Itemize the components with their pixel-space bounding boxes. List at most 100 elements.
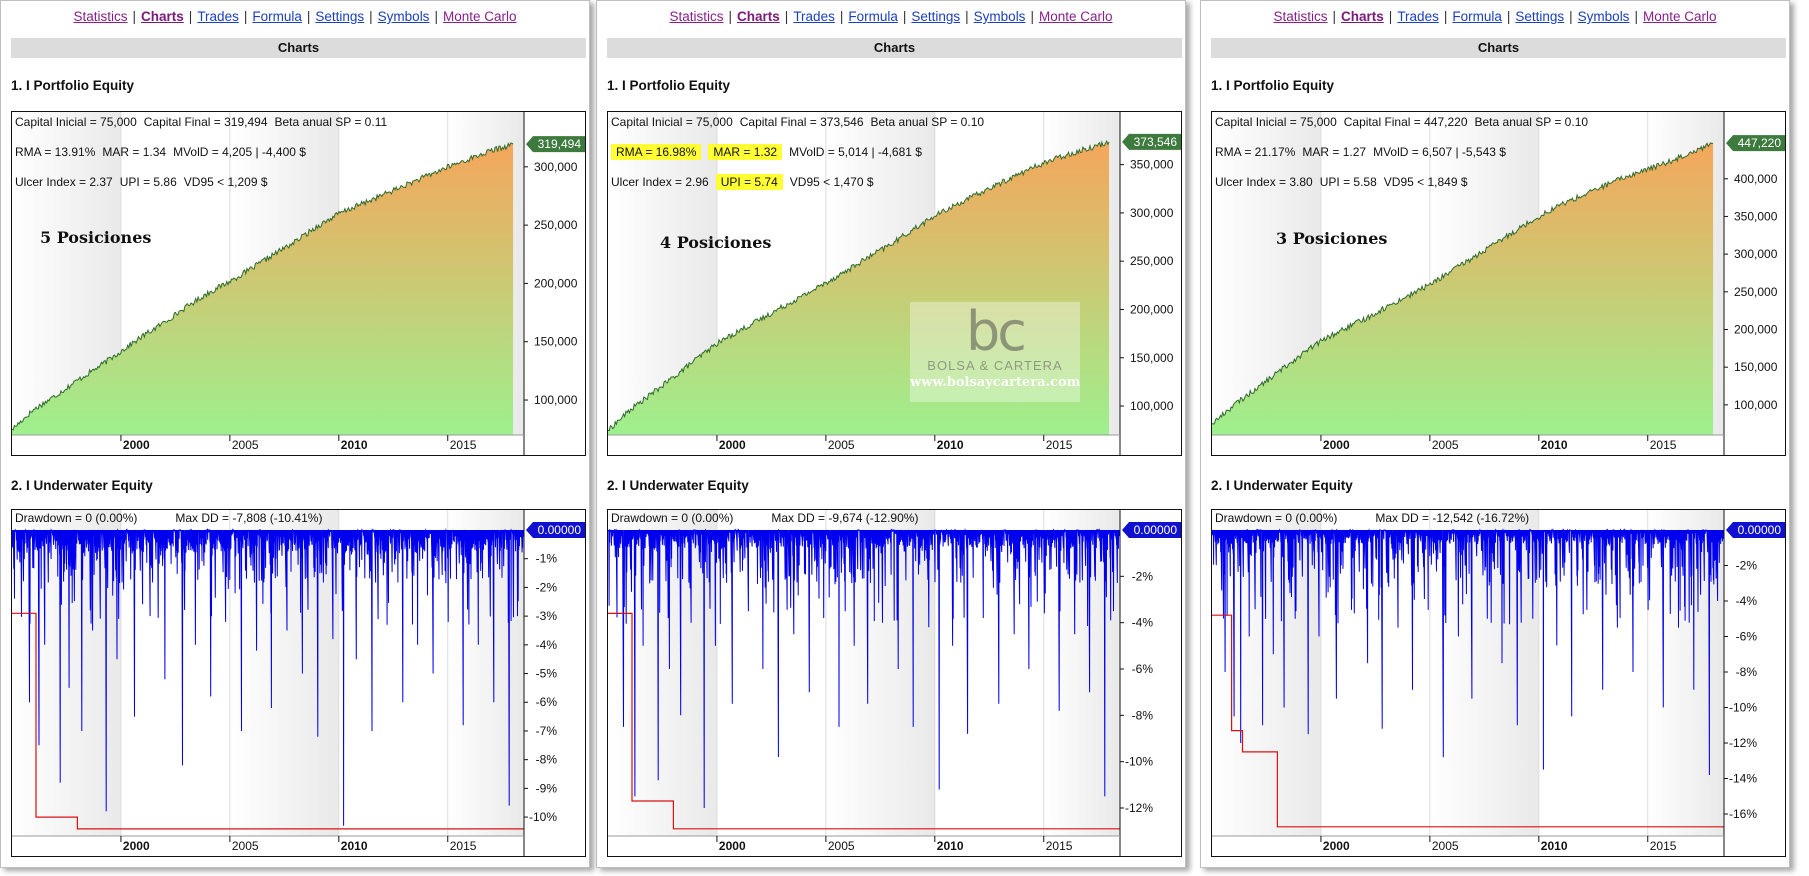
x-tick-label: 2010 [1541, 438, 1568, 452]
y-tick-label: 300,000 [1734, 247, 1778, 261]
nav-link-charts[interactable]: Charts [1341, 9, 1384, 24]
nav-link-monte-carlo[interactable]: Monte Carlo [442, 9, 517, 24]
nav-link-settings[interactable]: Settings [911, 9, 961, 24]
x-tick-label: 2000 [719, 839, 746, 853]
last-value-tag [1726, 522, 1785, 538]
nav-separator: | [243, 9, 248, 24]
stat-value: Capital Inicial = 75,000 [15, 115, 137, 129]
nav-separator: | [784, 9, 789, 24]
nav-link-settings[interactable]: Settings [315, 9, 365, 24]
stats-line: Ulcer Index = 2.96 UPI = 5.74 VD95 < 1,470… [611, 174, 881, 190]
stat-value: Beta anual SP = 0.10 [870, 115, 985, 129]
nav-link-charts[interactable]: Charts [737, 9, 780, 24]
equity-chart-svg: 100,000 150,000 200,000 250,000 300,000 350,0… [1212, 112, 1785, 455]
nav-link-trades[interactable]: Trades [197, 9, 239, 24]
underwater-chart-svg: -2% -4% -6% -8% -10% -12% -14% -16% 2000 2005 2010… [1212, 510, 1785, 856]
nav-link-symbols[interactable]: Symbols [377, 9, 430, 24]
stat-value: Capital Final = 319,494 [143, 115, 268, 129]
y-tick-label: 200,000 [534, 276, 578, 290]
nav-separator: | [306, 9, 311, 24]
stat-value: UPI = 5.58 [1319, 175, 1377, 189]
underwater-chart-svg: -1% -2% -3% -4% -5% -6% -7% -8% -9% -10% 2000 2005 2… [12, 510, 585, 856]
stat-value: VD95 < 1,470 $ [789, 175, 874, 189]
stat-value: RMA = 16.98% [611, 144, 702, 160]
y-tick-label: -2% [1132, 569, 1154, 583]
y-tick-label: 100,000 [1734, 398, 1778, 412]
y-tick-label: -8% [1132, 708, 1154, 722]
nav-link-formula[interactable]: Formula [848, 9, 898, 24]
y-tick-label: 200,000 [1130, 302, 1174, 316]
drawdown-stats: Drawdown = 0 (0.00%) Max DD = -9,674 (-12… [611, 511, 956, 526]
nav-link-trades[interactable]: Trades [1397, 9, 1439, 24]
nav-link-statistics[interactable]: Statistics [73, 9, 128, 24]
stat-value: Ulcer Index = 2.96 [611, 175, 709, 189]
stat-value: MAR = 1.34 [102, 145, 167, 159]
nav-link-formula[interactable]: Formula [252, 9, 302, 24]
brand-name: BOLSA & CARTERA [927, 358, 1063, 373]
stat-value: Capital Final = 447,220 [1343, 115, 1468, 129]
last-value-tag [1726, 135, 1785, 152]
nav-separator: | [1634, 9, 1638, 24]
y-tick-label: 100,000 [534, 393, 578, 407]
last-value-tag [526, 136, 585, 153]
nav-link-monte-carlo[interactable]: Monte Carlo [1642, 9, 1717, 24]
y-tick-label: 150,000 [1130, 351, 1174, 365]
y-tick-label: 400,000 [1734, 172, 1778, 186]
nav-link-statistics[interactable]: Statistics [1273, 9, 1328, 24]
stat-value: RMA = 21.17% [1215, 145, 1296, 159]
equity-chart-svg: 100,000 150,000 200,000 250,000 300,000 350,0… [608, 112, 1181, 455]
x-tick-label: 2000 [1323, 839, 1350, 853]
nav-separator: | [434, 9, 438, 24]
y-tick-label: -12% [1125, 801, 1153, 815]
equity-line [12, 142, 514, 431]
nav-link-charts[interactable]: Charts [141, 9, 184, 24]
stat-value: MVolD = 5,014 | -4,681 $ [789, 145, 922, 159]
stat-value: UPI = 5.86 [119, 175, 177, 189]
x-tick-label: 2005 [232, 839, 259, 853]
x-tick-label: 2000 [1323, 438, 1350, 452]
stat-value: VD95 < 1,209 $ [183, 175, 268, 189]
section-header: Charts [1211, 38, 1786, 58]
year-band [1212, 510, 1321, 836]
top-nav: Statistics | Charts | Trades | Formula | Setting… [597, 9, 1185, 24]
x-tick-label: 2015 [1046, 438, 1073, 452]
drawdown-stat: Drawdown = 0 (0.00%) [611, 511, 734, 525]
chart-panel: Statistics | Charts | Trades | Formula | Setting… [0, 0, 590, 868]
y-tick-label: -6% [1736, 630, 1758, 644]
nav-link-monte-carlo[interactable]: Monte Carlo [1038, 9, 1113, 24]
y-tick-label: -5% [536, 667, 558, 681]
last-value-label: 373,546 [1134, 135, 1178, 149]
positions-label: 4 Posiciones [660, 233, 772, 252]
stat-value: MAR = 1.27 [1302, 145, 1367, 159]
stat-value: Capital Inicial = 75,000 [611, 115, 733, 129]
nav-link-trades[interactable]: Trades [793, 9, 835, 24]
x-tick-label: 2005 [1432, 839, 1459, 853]
underwater-title: 2. I Underwater Equity [11, 478, 153, 493]
drawdown-stat: Max DD = -9,674 (-12.90%) [771, 511, 919, 525]
y-tick-label: 200,000 [1734, 322, 1778, 336]
stats-line: Capital Inicial = 75,000 Capital Final = … [1215, 115, 1595, 130]
drawdown-stat: Max DD = -12,542 (-16.72%) [1375, 511, 1530, 525]
underwater-chart: -1% -2% -3% -4% -5% -6% -7% -8% -9% -10% 2000 2005 2… [11, 509, 586, 857]
stat-value: Capital Inicial = 75,000 [1215, 115, 1337, 129]
stat-value: UPI = 5.74 [715, 174, 783, 190]
nav-link-statistics[interactable]: Statistics [669, 9, 724, 24]
equity-title: 1. I Portfolio Equity [11, 78, 135, 93]
nav-link-symbols[interactable]: Symbols [1577, 9, 1630, 24]
stats-line: Ulcer Index = 2.37 UPI = 5.86 VD95 < 1,209… [15, 175, 275, 190]
chart-panel: Statistics | Charts | Trades | Formula | Setting… [1200, 0, 1790, 868]
drawdown-stats: Drawdown = 0 (0.00%) Max DD = -12,542 (-1… [1215, 511, 1567, 526]
y-tick-label: -4% [1132, 616, 1154, 630]
y-tick-label: 150,000 [1734, 360, 1778, 374]
x-tick-label: 2000 [123, 839, 150, 853]
nav-separator: | [902, 9, 907, 24]
nav-link-settings[interactable]: Settings [1515, 9, 1565, 24]
nav-separator: | [839, 9, 844, 24]
underwater-chart-svg: -2% -4% -6% -8% -10% -12% 2000 2005 2010 2015 0.00… [608, 510, 1181, 856]
stat-value: Beta anual SP = 0.10 [1474, 115, 1589, 129]
equity-area [12, 143, 514, 435]
nav-link-symbols[interactable]: Symbols [973, 9, 1026, 24]
last-value-label: 0.00000 [538, 523, 582, 537]
nav-separator: | [369, 9, 373, 24]
nav-link-formula[interactable]: Formula [1452, 9, 1502, 24]
